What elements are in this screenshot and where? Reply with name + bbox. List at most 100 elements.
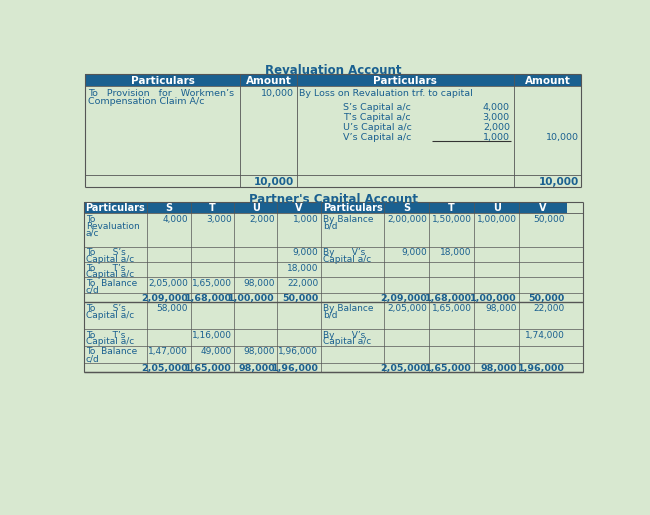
Text: To  Balance: To Balance [86, 279, 137, 288]
Text: 3,000: 3,000 [483, 113, 510, 123]
Text: U: U [252, 203, 259, 214]
Bar [278, 329, 320, 346]
Text: 1,16,000: 1,16,000 [192, 331, 231, 339]
Text: 2,00,000: 2,00,000 [387, 215, 427, 224]
Text: Revaluation: Revaluation [86, 222, 140, 231]
Text: Revaluation Account: Revaluation Account [265, 64, 402, 77]
Bar [320, 293, 384, 302]
Text: V: V [295, 203, 303, 214]
Text: 9,000: 9,000 [401, 248, 427, 257]
Bar [474, 346, 519, 363]
Bar [514, 74, 581, 87]
Bar [278, 278, 320, 293]
Bar [474, 247, 519, 262]
Bar [320, 329, 384, 346]
Text: T: T [448, 203, 455, 214]
Bar [190, 202, 234, 214]
Bar [84, 247, 147, 262]
Bar [384, 262, 429, 278]
Text: Capital a/c: Capital a/c [323, 255, 371, 264]
Text: 98,000: 98,000 [244, 348, 275, 356]
Text: 2,05,000: 2,05,000 [387, 303, 427, 313]
Bar [234, 202, 278, 214]
Text: 1,000: 1,000 [292, 215, 318, 224]
Bar [429, 202, 474, 214]
Text: 18,000: 18,000 [440, 248, 472, 257]
Bar [474, 278, 519, 293]
Bar [474, 293, 519, 302]
Text: 2,05,000: 2,05,000 [148, 279, 188, 288]
Bar [429, 346, 474, 363]
Bar [429, 247, 474, 262]
Text: 1,96,000: 1,96,000 [272, 365, 318, 373]
Text: 50,000: 50,000 [282, 295, 318, 303]
Bar [234, 247, 278, 262]
Bar [320, 346, 384, 363]
Bar [240, 74, 296, 87]
Text: Particulars: Particulars [131, 76, 194, 85]
Text: 1,68,000: 1,68,000 [425, 295, 472, 303]
Bar [384, 346, 429, 363]
Text: Amount: Amount [246, 76, 291, 85]
Bar [84, 202, 147, 214]
Bar [519, 202, 567, 214]
Bar [278, 247, 320, 262]
Text: Partner's Capital Account: Partner's Capital Account [248, 193, 417, 205]
Bar [474, 202, 519, 214]
Text: Capital a/c: Capital a/c [86, 270, 134, 280]
Text: 10,000: 10,000 [254, 177, 294, 187]
Bar [429, 363, 474, 372]
Text: 2,000: 2,000 [483, 124, 510, 132]
Text: V’s Capital a/c: V’s Capital a/c [343, 133, 411, 143]
Bar [519, 293, 567, 302]
Bar [147, 278, 190, 293]
Text: By Balance: By Balance [323, 303, 374, 313]
Text: 98,000: 98,000 [480, 365, 517, 373]
Bar [320, 302, 384, 329]
Bar [190, 363, 234, 372]
Bar [384, 329, 429, 346]
Text: 22,000: 22,000 [534, 303, 565, 313]
Text: S’s Capital a/c: S’s Capital a/c [343, 104, 411, 112]
Bar [384, 293, 429, 302]
Text: 1,96,000: 1,96,000 [518, 365, 565, 373]
Bar [320, 363, 384, 372]
Text: To      S’s: To S’s [86, 248, 125, 257]
Text: To      T’s: To T’s [86, 264, 125, 272]
Text: Capital a/c: Capital a/c [86, 311, 134, 319]
Bar [234, 302, 278, 329]
Text: 50,000: 50,000 [534, 215, 565, 224]
Text: By      V’s: By V’s [323, 331, 365, 339]
Bar [240, 87, 296, 175]
Text: 10,000: 10,000 [546, 133, 578, 143]
Text: c/d: c/d [86, 354, 99, 364]
Text: 2,05,000: 2,05,000 [142, 365, 188, 373]
Bar [384, 302, 429, 329]
Text: b/d: b/d [323, 311, 337, 319]
Text: 1,65,000: 1,65,000 [425, 365, 472, 373]
Text: 2,09,000: 2,09,000 [142, 295, 188, 303]
Text: 1,65,000: 1,65,000 [192, 279, 231, 288]
Text: To: To [86, 215, 96, 224]
Text: b/d: b/d [323, 222, 337, 231]
Bar [234, 262, 278, 278]
Text: By      V’s: By V’s [323, 248, 365, 257]
Text: 1,96,000: 1,96,000 [278, 348, 318, 356]
Bar [147, 262, 190, 278]
Bar [84, 262, 147, 278]
Bar [278, 293, 320, 302]
Bar [85, 87, 240, 175]
Text: To  Balance: To Balance [86, 348, 137, 356]
Text: Capital a/c: Capital a/c [86, 255, 134, 264]
Bar [147, 346, 190, 363]
Bar [296, 175, 514, 186]
Text: 2,000: 2,000 [250, 215, 275, 224]
Bar [147, 329, 190, 346]
Text: 1,000: 1,000 [483, 133, 510, 143]
Bar [519, 329, 567, 346]
Bar [85, 175, 240, 186]
Bar [429, 329, 474, 346]
Bar [190, 278, 234, 293]
Text: By Balance: By Balance [323, 215, 374, 224]
Text: U: U [493, 203, 500, 214]
